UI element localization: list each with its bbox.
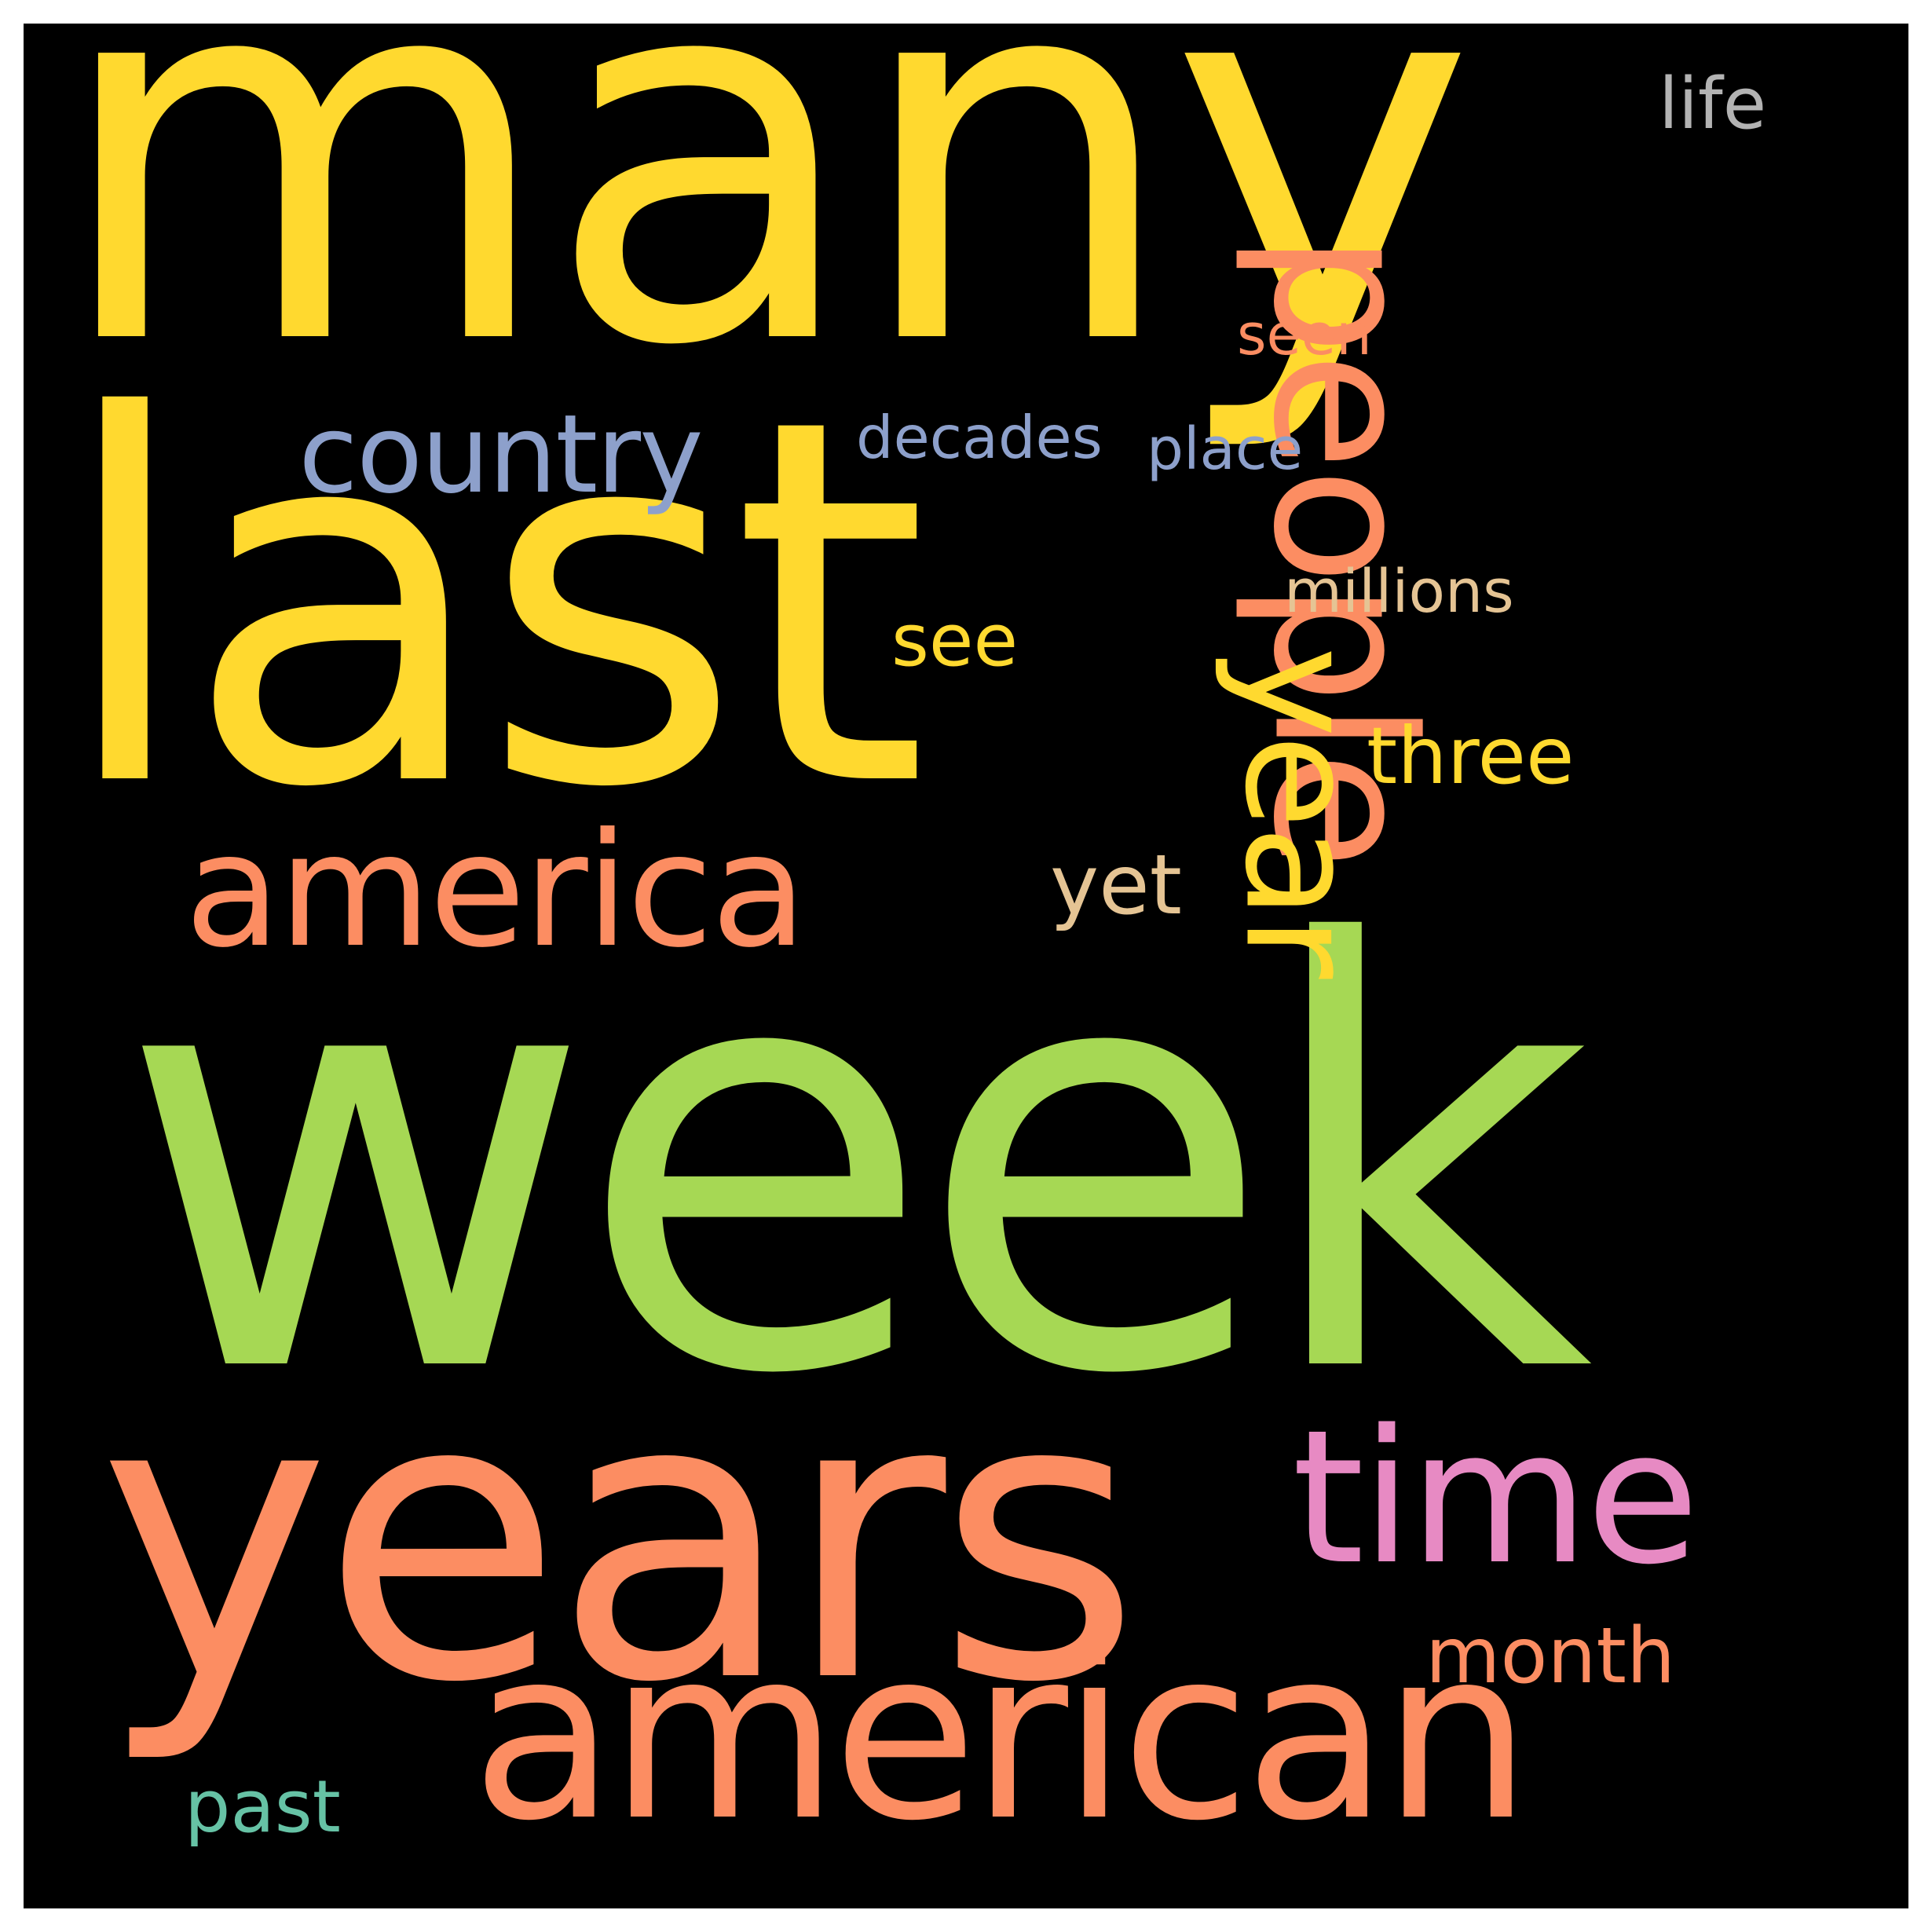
word-years: years — [98, 1311, 1141, 1768]
word-year: year — [1211, 646, 1390, 976]
word-place: place — [1147, 415, 1304, 483]
word-past: past — [185, 1765, 341, 1849]
word-america: america — [185, 800, 807, 982]
word-life: life — [1659, 63, 1767, 145]
word-decades: decades — [856, 403, 1103, 472]
word-yet: yet — [1050, 837, 1182, 933]
word-week: week — [118, 824, 1593, 1501]
word-see: see — [891, 598, 1019, 682]
word-last: last — [55, 312, 928, 897]
word-millions: millions — [1284, 556, 1514, 626]
word-american: american — [471, 1598, 1531, 1872]
word-country: country — [298, 391, 704, 518]
word-month: month — [1425, 1612, 1676, 1701]
word-many: many — [51, 24, 1476, 459]
word-three: three — [1367, 710, 1575, 802]
word-seen: seen — [1237, 302, 1372, 368]
word-time: time — [1292, 1391, 1700, 1605]
word-cloud-canvas: many last week years american people yea… — [24, 24, 1908, 1908]
